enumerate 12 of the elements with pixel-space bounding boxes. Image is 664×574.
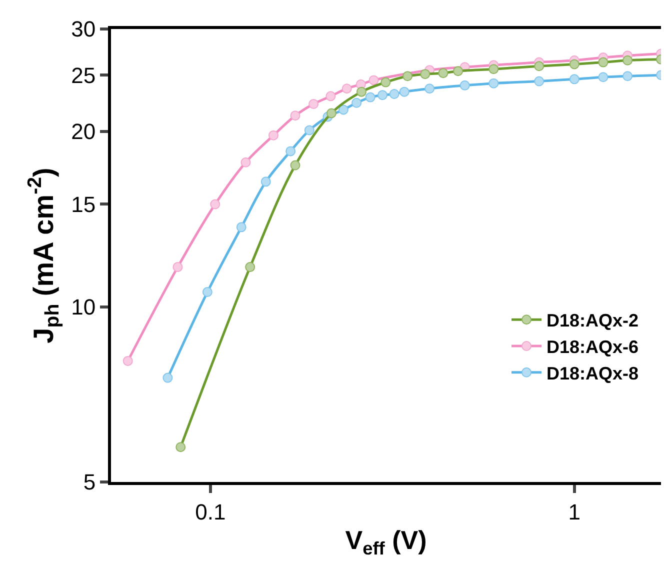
legend-label: D18:AQx-6: [546, 337, 639, 358]
y-tick-label: 10: [71, 294, 96, 320]
y-tick-label: 15: [71, 192, 96, 217]
legend-label: D18:AQx-2: [546, 310, 639, 331]
x-axis-title: V$_{eff}$ (V): [345, 525, 427, 559]
x-tick-label: 1: [568, 499, 580, 524]
y-tick-label: 20: [71, 119, 96, 144]
y-tick-label: 30: [71, 16, 96, 42]
legend-label: D18:AQx-8: [546, 363, 639, 384]
y-tick-label: 5: [83, 470, 96, 495]
x-tick-label: 0.1: [195, 499, 226, 524]
y-tick-label: 25: [71, 62, 96, 88]
